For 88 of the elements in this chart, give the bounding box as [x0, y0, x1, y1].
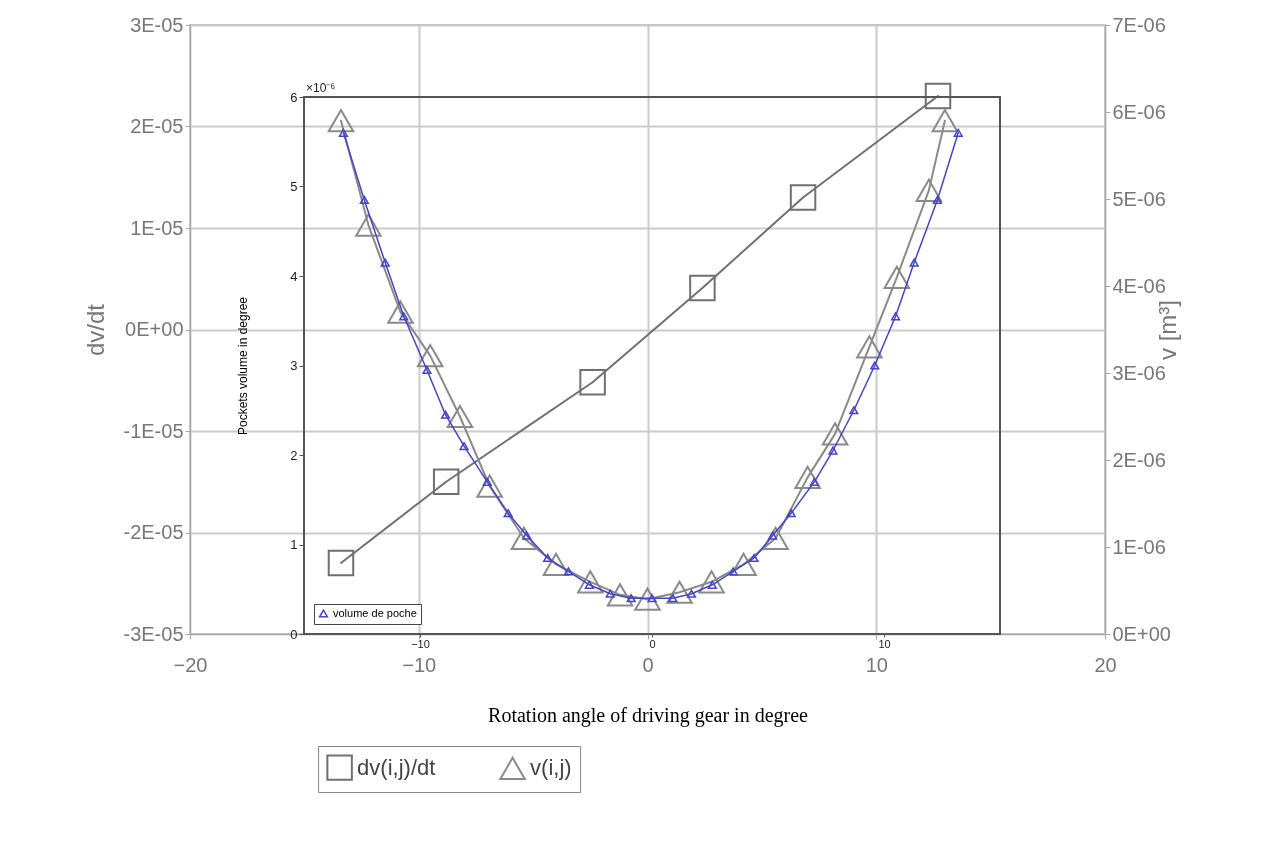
- y-tick-label: 5: [290, 179, 298, 194]
- point: [668, 594, 678, 603]
- point: [579, 369, 606, 396]
- point: [387, 300, 414, 324]
- point: [446, 404, 474, 429]
- y-tick-label: 3: [290, 358, 298, 373]
- point: [476, 474, 503, 498]
- point: [542, 552, 570, 577]
- y2-tick-label: 7E-06: [1112, 13, 1166, 36]
- x-tick-label: −10: [402, 653, 437, 676]
- legend-label: volume de poche: [333, 606, 417, 619]
- y-tick-label: -1E-05: [123, 419, 184, 442]
- point: [605, 589, 615, 598]
- y-tick-label: 6: [290, 89, 298, 105]
- point: [359, 195, 369, 205]
- x-tick-label: 0: [642, 653, 654, 676]
- point: [728, 567, 738, 576]
- y2-axis-title: v [m³]: [1153, 300, 1181, 360]
- point: [890, 312, 901, 321]
- point: [666, 580, 693, 604]
- point: [432, 468, 460, 495]
- point: [915, 178, 943, 202]
- point: [563, 567, 574, 576]
- point: [730, 552, 757, 577]
- y-tick-label: 0E+00: [125, 318, 184, 340]
- point: [503, 509, 513, 518]
- point: [355, 213, 382, 237]
- point: [606, 583, 634, 607]
- point: [510, 526, 538, 550]
- y-tick-label: 2: [290, 447, 298, 463]
- point: [634, 587, 661, 611]
- point: [416, 343, 444, 368]
- y-tick-label: 2E-05: [130, 115, 184, 137]
- point: [327, 109, 355, 133]
- y-tick-label: -3E-05: [123, 622, 184, 645]
- y2-tick-label: 1E-06: [1112, 535, 1166, 558]
- y-tick-label: 3E-05: [130, 13, 184, 36]
- point: [762, 526, 789, 550]
- point: [542, 553, 553, 563]
- y-axis-title: dv/dt: [82, 303, 110, 357]
- y-axis-title: Pockets volume in degree: [236, 296, 251, 436]
- y-tick-label: 1E-05: [130, 216, 184, 239]
- point: [931, 109, 959, 133]
- y2-tick-label: 4E-06: [1112, 274, 1166, 297]
- point: [794, 465, 821, 490]
- point: [932, 195, 942, 205]
- y2-tick-label: 6E-06: [1112, 100, 1166, 123]
- point: [380, 258, 390, 267]
- y2-tick-label: 0E+00: [1112, 622, 1171, 645]
- point: [924, 82, 952, 110]
- point: [749, 553, 759, 563]
- point: [686, 589, 697, 598]
- x-tick-label: 10: [865, 653, 888, 676]
- point: [422, 365, 432, 375]
- point: [883, 265, 911, 289]
- point: [698, 570, 725, 594]
- point: [440, 410, 451, 419]
- point: [809, 477, 820, 486]
- point: [459, 441, 469, 451]
- point: [626, 594, 636, 603]
- point: [789, 184, 817, 211]
- point: [953, 128, 963, 137]
- point: [786, 509, 796, 518]
- x-axis-title: Rotation angle of driving gear in degree: [488, 703, 809, 727]
- legend-label: dv(i,j)/dt: [357, 754, 436, 780]
- y2-tick-label: 3E-06: [1112, 361, 1166, 384]
- point: [870, 361, 880, 370]
- point: [856, 335, 883, 359]
- annotation: ×10⁻⁶: [306, 81, 336, 95]
- y-tick-label: -2E-05: [123, 521, 184, 543]
- point: [828, 446, 838, 455]
- x-tick-label: −20: [173, 653, 208, 676]
- point: [338, 128, 349, 137]
- y-tick-label: 4: [290, 268, 298, 284]
- point: [849, 406, 859, 415]
- y-tick-label: 1: [290, 537, 298, 552]
- point: [327, 549, 355, 577]
- x-tick-label: 10: [878, 637, 891, 650]
- point: [577, 570, 604, 594]
- y2-tick-label: 5E-06: [1112, 187, 1166, 210]
- point: [909, 258, 919, 267]
- point: [689, 274, 716, 302]
- y2-tick-label: 2E-06: [1112, 448, 1166, 471]
- legend-label: v(i,j): [530, 755, 572, 781]
- x-tick-label: 0: [649, 637, 656, 650]
- x-tick-label: 20: [1094, 653, 1117, 676]
- point: [821, 422, 849, 446]
- x-tick-label: −10: [411, 637, 430, 650]
